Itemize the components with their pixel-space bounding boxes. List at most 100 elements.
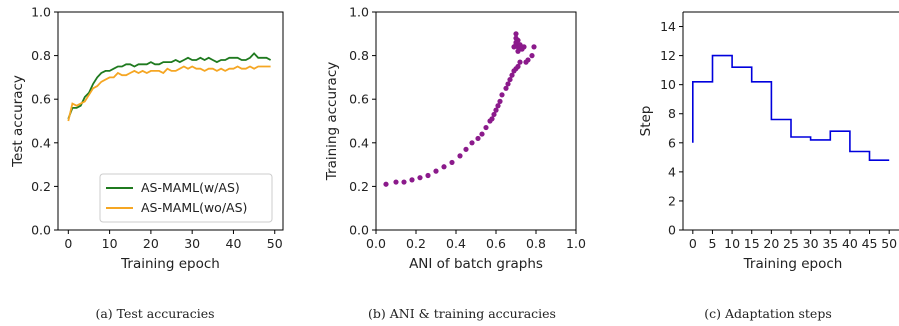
x-tick-label: 15 <box>744 236 760 251</box>
scatter-point <box>417 175 423 181</box>
y-tick-label: 0.6 <box>31 92 51 107</box>
ticks: 0 10 20 30 40 50 0.0 0.2 0.4 0.6 0.8 1.0 <box>31 5 283 252</box>
y-tick-label: 0.2 <box>349 179 369 194</box>
scatter-point <box>479 131 485 137</box>
y-tick-label: 0.4 <box>349 135 369 150</box>
x-tick-label: 5 <box>708 236 716 251</box>
x-tick-label: 0 <box>64 236 72 251</box>
x-tick-label: 30 <box>803 236 819 251</box>
ticks: 0.0 0.2 0.4 0.6 0.8 1.0 0.0 0.2 0.4 0.6 0.8 1.0 <box>349 5 586 252</box>
scatter-point <box>525 57 531 63</box>
y-tick-label: 6 <box>668 135 676 150</box>
y-tick-label: 2 <box>668 193 676 208</box>
x-tick-label: 20 <box>143 236 159 251</box>
x-axis-label: Training epoch <box>743 256 843 272</box>
x-tick-label: 30 <box>184 236 200 251</box>
panel-ani-training-accuracies: 0.0 0.2 0.4 0.6 0.8 1.0 0.0 0.2 0.4 0.6 0.8 1.0 ANI… <box>324 5 586 322</box>
x-tick-label: 0.0 <box>366 236 386 251</box>
legend: AS-MAML(w/AS) AS-MAML(wo/AS) <box>99 173 273 223</box>
series-line-1 <box>67 52 272 120</box>
scatter-point <box>457 153 463 159</box>
step-line <box>691 54 890 161</box>
y-tick-label: 14 <box>660 19 676 34</box>
y-tick-label: 0.6 <box>349 92 369 107</box>
plot-frame <box>57 11 284 231</box>
x-tick-label: 0.2 <box>406 236 426 251</box>
x-tick-label: 40 <box>226 236 242 251</box>
panel-test-accuracies: 0 10 20 30 40 50 0.0 0.2 0.4 0.6 0.8 1.0 AS-MAML(w/… <box>10 5 284 321</box>
scatter-point <box>495 103 501 109</box>
series-line-1 <box>691 54 890 161</box>
scatter-point <box>503 85 509 91</box>
y-tick-label: 12 <box>660 48 676 63</box>
y-tick-label: 8 <box>668 106 676 121</box>
caption: (c) Adaptation steps <box>704 306 832 321</box>
scatter-point <box>483 124 489 131</box>
scatter-point <box>463 146 469 152</box>
y-axis-label: Step <box>638 106 654 137</box>
y-tick-label: 1.0 <box>31 5 51 20</box>
x-tick-label: 25 <box>783 236 799 251</box>
scatter-point <box>383 181 389 187</box>
x-tick-label: 20 <box>763 236 779 251</box>
scatter-point <box>515 63 521 70</box>
y-tick-label: 1.0 <box>349 5 369 20</box>
scatter-point <box>517 59 523 65</box>
x-tick-label: 50 <box>267 236 283 251</box>
scatter-point <box>441 164 447 170</box>
x-tick-label: 0.4 <box>446 236 466 251</box>
scatter-points <box>383 31 537 187</box>
scatter-point <box>513 31 519 37</box>
x-tick-label: 45 <box>862 236 878 251</box>
x-axis-label: ANI of batch graphs <box>409 256 543 272</box>
y-tick-label: 0.4 <box>31 135 51 150</box>
scatter-point <box>401 179 407 185</box>
scatter-point <box>433 168 439 174</box>
y-tick-label: 0 <box>668 223 676 238</box>
scatter-point <box>497 98 503 104</box>
y-tick-label: 0.2 <box>31 179 51 194</box>
scatter-point <box>449 159 455 166</box>
scatter-point <box>515 48 521 54</box>
scatter-point <box>499 92 505 98</box>
caption: (a) Test accuracies <box>95 306 214 321</box>
scatter-point <box>475 135 481 142</box>
scatter-point <box>507 76 513 83</box>
legend-label-wo-as: AS-MAML(wo/AS) <box>141 200 247 215</box>
series-lines <box>67 52 272 122</box>
scatter-point <box>531 44 537 50</box>
scatter-point <box>491 111 497 118</box>
x-tick-label: 0.6 <box>486 236 506 251</box>
scatter-point <box>529 53 535 59</box>
scatter-point <box>493 107 499 113</box>
scatter-point <box>505 81 511 87</box>
x-tick-label: 35 <box>822 236 838 251</box>
plot-frame <box>375 11 577 231</box>
y-tick-label: 0.8 <box>31 48 51 63</box>
scatter-point <box>393 179 399 185</box>
x-tick-label: 10 <box>102 236 118 251</box>
x-tick-label: 40 <box>842 236 858 251</box>
scatter-point <box>513 35 519 41</box>
x-tick-label: 0.8 <box>526 236 546 251</box>
y-tick-label: 10 <box>660 77 676 92</box>
scatter-point <box>509 72 515 78</box>
scatter-point <box>489 116 495 122</box>
y-axis-label: Test accuracy <box>10 75 26 168</box>
x-tick-label: 50 <box>881 236 897 251</box>
x-tick-label: 1.0 <box>566 236 586 251</box>
caption: (b) ANI & training accuracies <box>368 306 556 321</box>
legend-box <box>99 173 273 223</box>
scatter-point <box>425 172 431 179</box>
scatter-point <box>409 177 415 183</box>
y-tick-label: 0.0 <box>31 223 51 238</box>
x-tick-label: 10 <box>724 236 740 251</box>
y-tick-label: 0.8 <box>349 48 369 63</box>
scatter-point <box>469 140 475 146</box>
x-tick-label: 0 <box>689 236 697 251</box>
y-tick-label: 4 <box>668 164 676 179</box>
series-line-2 <box>67 65 271 122</box>
